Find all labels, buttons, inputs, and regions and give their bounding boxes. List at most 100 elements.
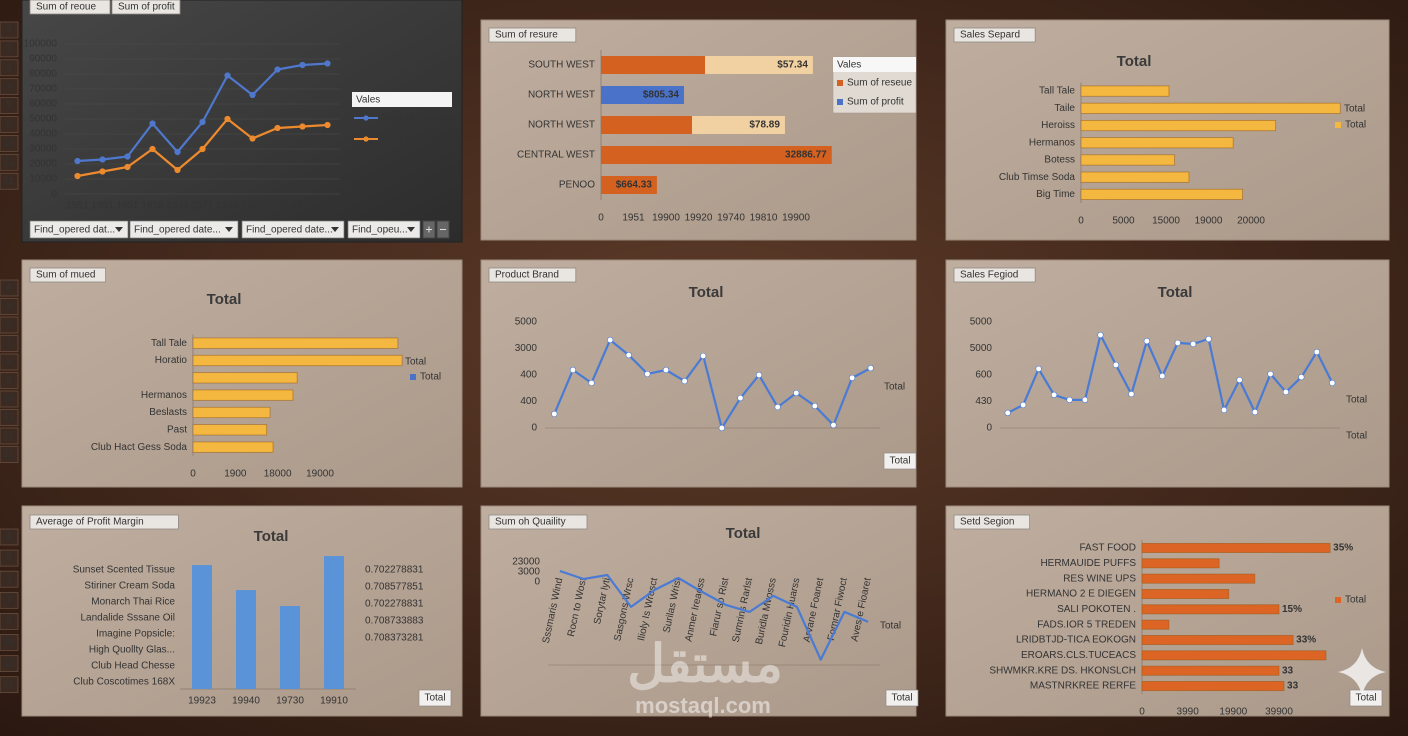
line-point	[774, 403, 781, 411]
x-tick-label: 1970	[291, 201, 314, 212]
bar	[1080, 119, 1277, 132]
filter-button[interactable]	[418, 689, 452, 707]
legend-title: Vales	[837, 60, 861, 71]
bar	[192, 354, 403, 367]
category-label: LRIDBTJD-TICA EOKOGN	[1016, 635, 1136, 646]
bar	[192, 565, 212, 689]
row-label: Club Head Chesse	[91, 661, 175, 672]
line-point	[1251, 409, 1259, 416]
line-point	[625, 352, 632, 359]
line-point	[755, 371, 763, 379]
slicer[interactable]	[347, 220, 421, 239]
slicer[interactable]	[129, 220, 239, 239]
y-tick-label: 430	[975, 396, 992, 407]
legend-label: Total	[420, 372, 441, 383]
line-point	[1143, 337, 1150, 345]
legend-label: Total	[1346, 395, 1367, 406]
line-point	[681, 377, 688, 385]
filter-button-label: Total	[424, 693, 445, 704]
x-tick-label: 0	[190, 468, 196, 479]
bar	[192, 441, 274, 453]
legend-title: Vales	[356, 95, 380, 106]
chart-title: Total	[254, 528, 289, 545]
row-label: Club Coscotimes 168X	[73, 677, 175, 688]
line-point	[569, 366, 577, 374]
line-point	[149, 145, 156, 153]
chart-tag	[488, 267, 577, 283]
row-header-cell	[0, 40, 19, 58]
y-tick-label: 30000	[29, 144, 57, 155]
bar	[1080, 85, 1170, 97]
data-label: $664.33	[616, 180, 653, 191]
legend-label: Total	[1345, 120, 1366, 131]
data-label: $78.89	[749, 120, 780, 131]
x-tick-label: 0	[1139, 706, 1145, 717]
row-header-label: 11	[4, 176, 15, 187]
category-label: EROARS.CLS.TUCEACS	[1021, 650, 1136, 661]
category-label: Club Hact Gess Soda	[91, 442, 188, 453]
line-point	[249, 91, 256, 99]
row-label: Sunset Scented Tissue	[73, 565, 176, 576]
row-header-cell	[0, 446, 19, 463]
slicer[interactable]	[29, 220, 129, 239]
line-point	[1112, 361, 1120, 369]
row-header-label: 7	[6, 338, 12, 349]
line-point	[1174, 339, 1181, 347]
line-point	[149, 120, 156, 127]
x-tick-label: 19910	[320, 696, 348, 707]
y-tick-label: 0	[531, 423, 537, 434]
line-point	[1050, 391, 1058, 398]
line-point	[644, 370, 651, 378]
line-point	[1159, 372, 1166, 380]
chart-tag-label: Average of Profit Margin	[36, 517, 144, 528]
bar	[192, 389, 294, 401]
row-header-cell	[0, 353, 19, 371]
bar	[192, 406, 271, 419]
line-point	[324, 60, 331, 67]
x-tick-label: 19900	[782, 213, 810, 224]
category-label: Past	[167, 424, 187, 435]
x-tick-label: 1974	[241, 201, 264, 212]
filter-button[interactable]	[883, 452, 917, 470]
row-header-label: 6	[6, 357, 12, 368]
y-tick-label: 5000	[515, 317, 538, 328]
category-label: Heroiss	[1041, 120, 1075, 131]
line-point	[199, 145, 206, 153]
row-header-label: 10	[3, 138, 15, 149]
line-point	[99, 168, 106, 175]
row-header-cell	[0, 390, 19, 408]
slicer-label: Find_opered dat...	[34, 225, 115, 236]
category-label: Taile	[1054, 103, 1075, 114]
bar	[192, 372, 298, 384]
line-point	[174, 166, 181, 174]
line-series	[1007, 333, 1334, 414]
legend-label: Sum of profit	[847, 97, 904, 108]
chart-tag	[29, 0, 111, 15]
legend-label: Total	[1345, 595, 1366, 606]
filter-button[interactable]	[885, 689, 919, 707]
data-label: 33%	[1296, 635, 1316, 646]
line-point	[1128, 390, 1135, 398]
line-point	[1282, 388, 1290, 396]
line-point	[74, 172, 81, 180]
y-tick-label: 0	[986, 423, 992, 434]
slicer-arrow	[331, 227, 339, 232]
bar	[1141, 681, 1285, 692]
x-tick-label: 1974	[166, 201, 189, 212]
line-series	[559, 569, 869, 661]
chart-title: Total	[1117, 53, 1152, 70]
category-label: MASTNRKREE RERFE	[1030, 681, 1136, 692]
row-header-label: 5	[6, 100, 12, 111]
bar	[192, 424, 268, 436]
sparkle-icon	[1338, 648, 1386, 696]
filter-button[interactable]	[1349, 689, 1383, 707]
line-point	[1313, 348, 1320, 356]
category-label: NORTH WEST	[528, 120, 595, 131]
category-label: Big Time	[1036, 189, 1075, 200]
annotation: Total	[405, 357, 426, 368]
row-header-cell	[0, 528, 19, 546]
y2-tick-label: 0.702278831	[365, 565, 424, 576]
y-tick-label: 5000	[970, 343, 993, 354]
slicer[interactable]	[241, 220, 345, 239]
